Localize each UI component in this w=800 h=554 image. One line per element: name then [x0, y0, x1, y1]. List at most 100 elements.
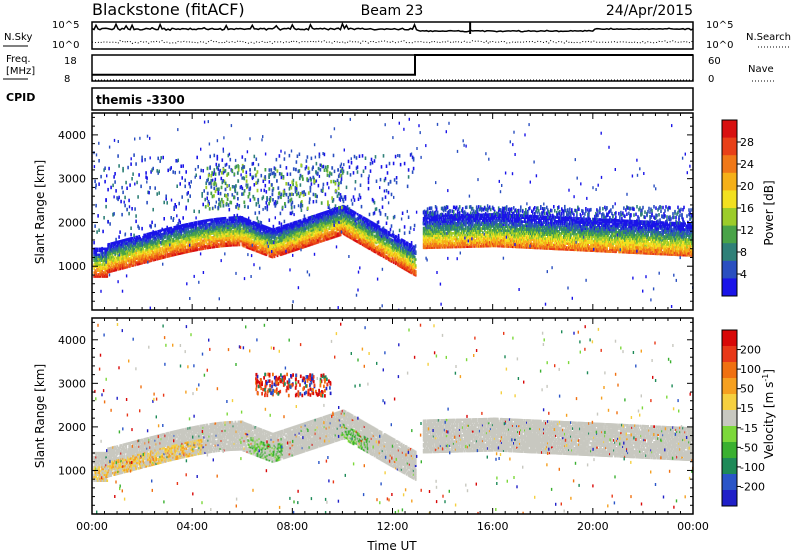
power-cell	[331, 212, 334, 216]
power-cell	[384, 176, 387, 181]
power-cell	[445, 224, 448, 227]
power-cell	[322, 227, 325, 230]
power-cell	[404, 260, 407, 263]
power-cell	[303, 214, 306, 218]
power-cell	[442, 220, 445, 223]
power-cell	[182, 247, 185, 251]
power-cell	[131, 244, 134, 248]
power-cell	[128, 211, 130, 216]
power-cell	[322, 225, 325, 228]
power-cell	[317, 238, 320, 242]
power-cell	[443, 220, 446, 223]
power-cell	[235, 239, 238, 243]
power-cell	[93, 263, 96, 266]
power-cell	[248, 243, 251, 246]
power-cell	[115, 249, 118, 252]
power-cell	[183, 237, 186, 241]
power-cell	[433, 230, 436, 234]
power-cell	[365, 235, 368, 239]
power-cell	[164, 249, 167, 253]
power-cell	[204, 235, 207, 238]
power-cell	[184, 225, 187, 228]
power-cell	[200, 228, 203, 231]
power-cell	[320, 235, 323, 239]
power-cell	[356, 232, 359, 236]
power-cell	[163, 217, 165, 221]
power-cell	[377, 244, 380, 248]
power-cell	[438, 234, 441, 237]
power-cell	[397, 258, 400, 261]
power-cell	[280, 243, 283, 246]
power-cell	[231, 242, 234, 245]
power-cell	[187, 242, 190, 246]
power-cell	[317, 233, 320, 236]
power-cell	[122, 166, 124, 171]
power-cell	[141, 155, 143, 160]
power-cell	[137, 257, 140, 260]
power-cell	[359, 216, 362, 220]
power-cell	[278, 247, 281, 251]
power-cell	[97, 214, 99, 218]
power-cell	[366, 234, 369, 238]
power-cell	[432, 218, 435, 222]
power-cell	[122, 247, 125, 250]
power-cell	[353, 230, 356, 234]
power-cell	[259, 251, 262, 254]
power-cell	[103, 168, 105, 172]
power-cell	[412, 249, 415, 252]
power-cell	[112, 263, 115, 267]
power-cell	[185, 229, 188, 232]
power-cell	[342, 220, 345, 224]
power-cell	[116, 262, 119, 266]
power-cell	[181, 195, 183, 199]
power-cell	[426, 234, 429, 238]
power-cell	[302, 241, 305, 245]
power-cell	[286, 229, 289, 233]
power-cell	[178, 201, 180, 206]
power-cell	[323, 217, 326, 220]
power-cell	[201, 233, 204, 237]
power-cell	[367, 225, 370, 228]
power-cell	[121, 253, 124, 256]
power-cell	[261, 232, 264, 235]
power-cell	[157, 257, 160, 261]
power-cell	[371, 243, 374, 246]
power-cell	[277, 236, 280, 240]
power-cell	[109, 246, 112, 250]
power-cell	[381, 227, 384, 230]
power-cell	[215, 243, 218, 246]
power-cell	[136, 239, 139, 243]
power-cell	[229, 232, 232, 235]
power-cell	[328, 233, 331, 236]
power-cell	[266, 246, 269, 249]
power-cell	[389, 259, 392, 263]
power-cell	[254, 247, 257, 250]
power-cell	[125, 248, 128, 251]
power-cell	[167, 231, 170, 234]
power-cell	[260, 233, 263, 237]
power-cell	[284, 244, 287, 247]
power-cell	[372, 241, 375, 245]
power-cell	[328, 215, 331, 219]
power-cell	[438, 230, 441, 233]
power-cell	[247, 219, 250, 222]
power-cell	[282, 228, 285, 232]
power-cell	[158, 191, 160, 195]
power-cell	[253, 239, 256, 242]
power-cell	[357, 229, 360, 232]
power-cell	[131, 264, 134, 267]
power-cell	[256, 224, 259, 227]
power-cell	[136, 247, 139, 250]
power-cell	[204, 239, 207, 242]
power-cell	[261, 224, 264, 227]
power-cell	[324, 212, 327, 216]
power-cell	[409, 269, 412, 272]
power-cell	[382, 239, 385, 243]
power-cell	[350, 223, 353, 226]
power-cell	[298, 245, 301, 248]
power-cell	[99, 265, 102, 268]
power-cell	[310, 233, 313, 236]
power-cell	[290, 245, 293, 249]
power-cell	[242, 242, 245, 246]
power-cell	[373, 201, 376, 205]
